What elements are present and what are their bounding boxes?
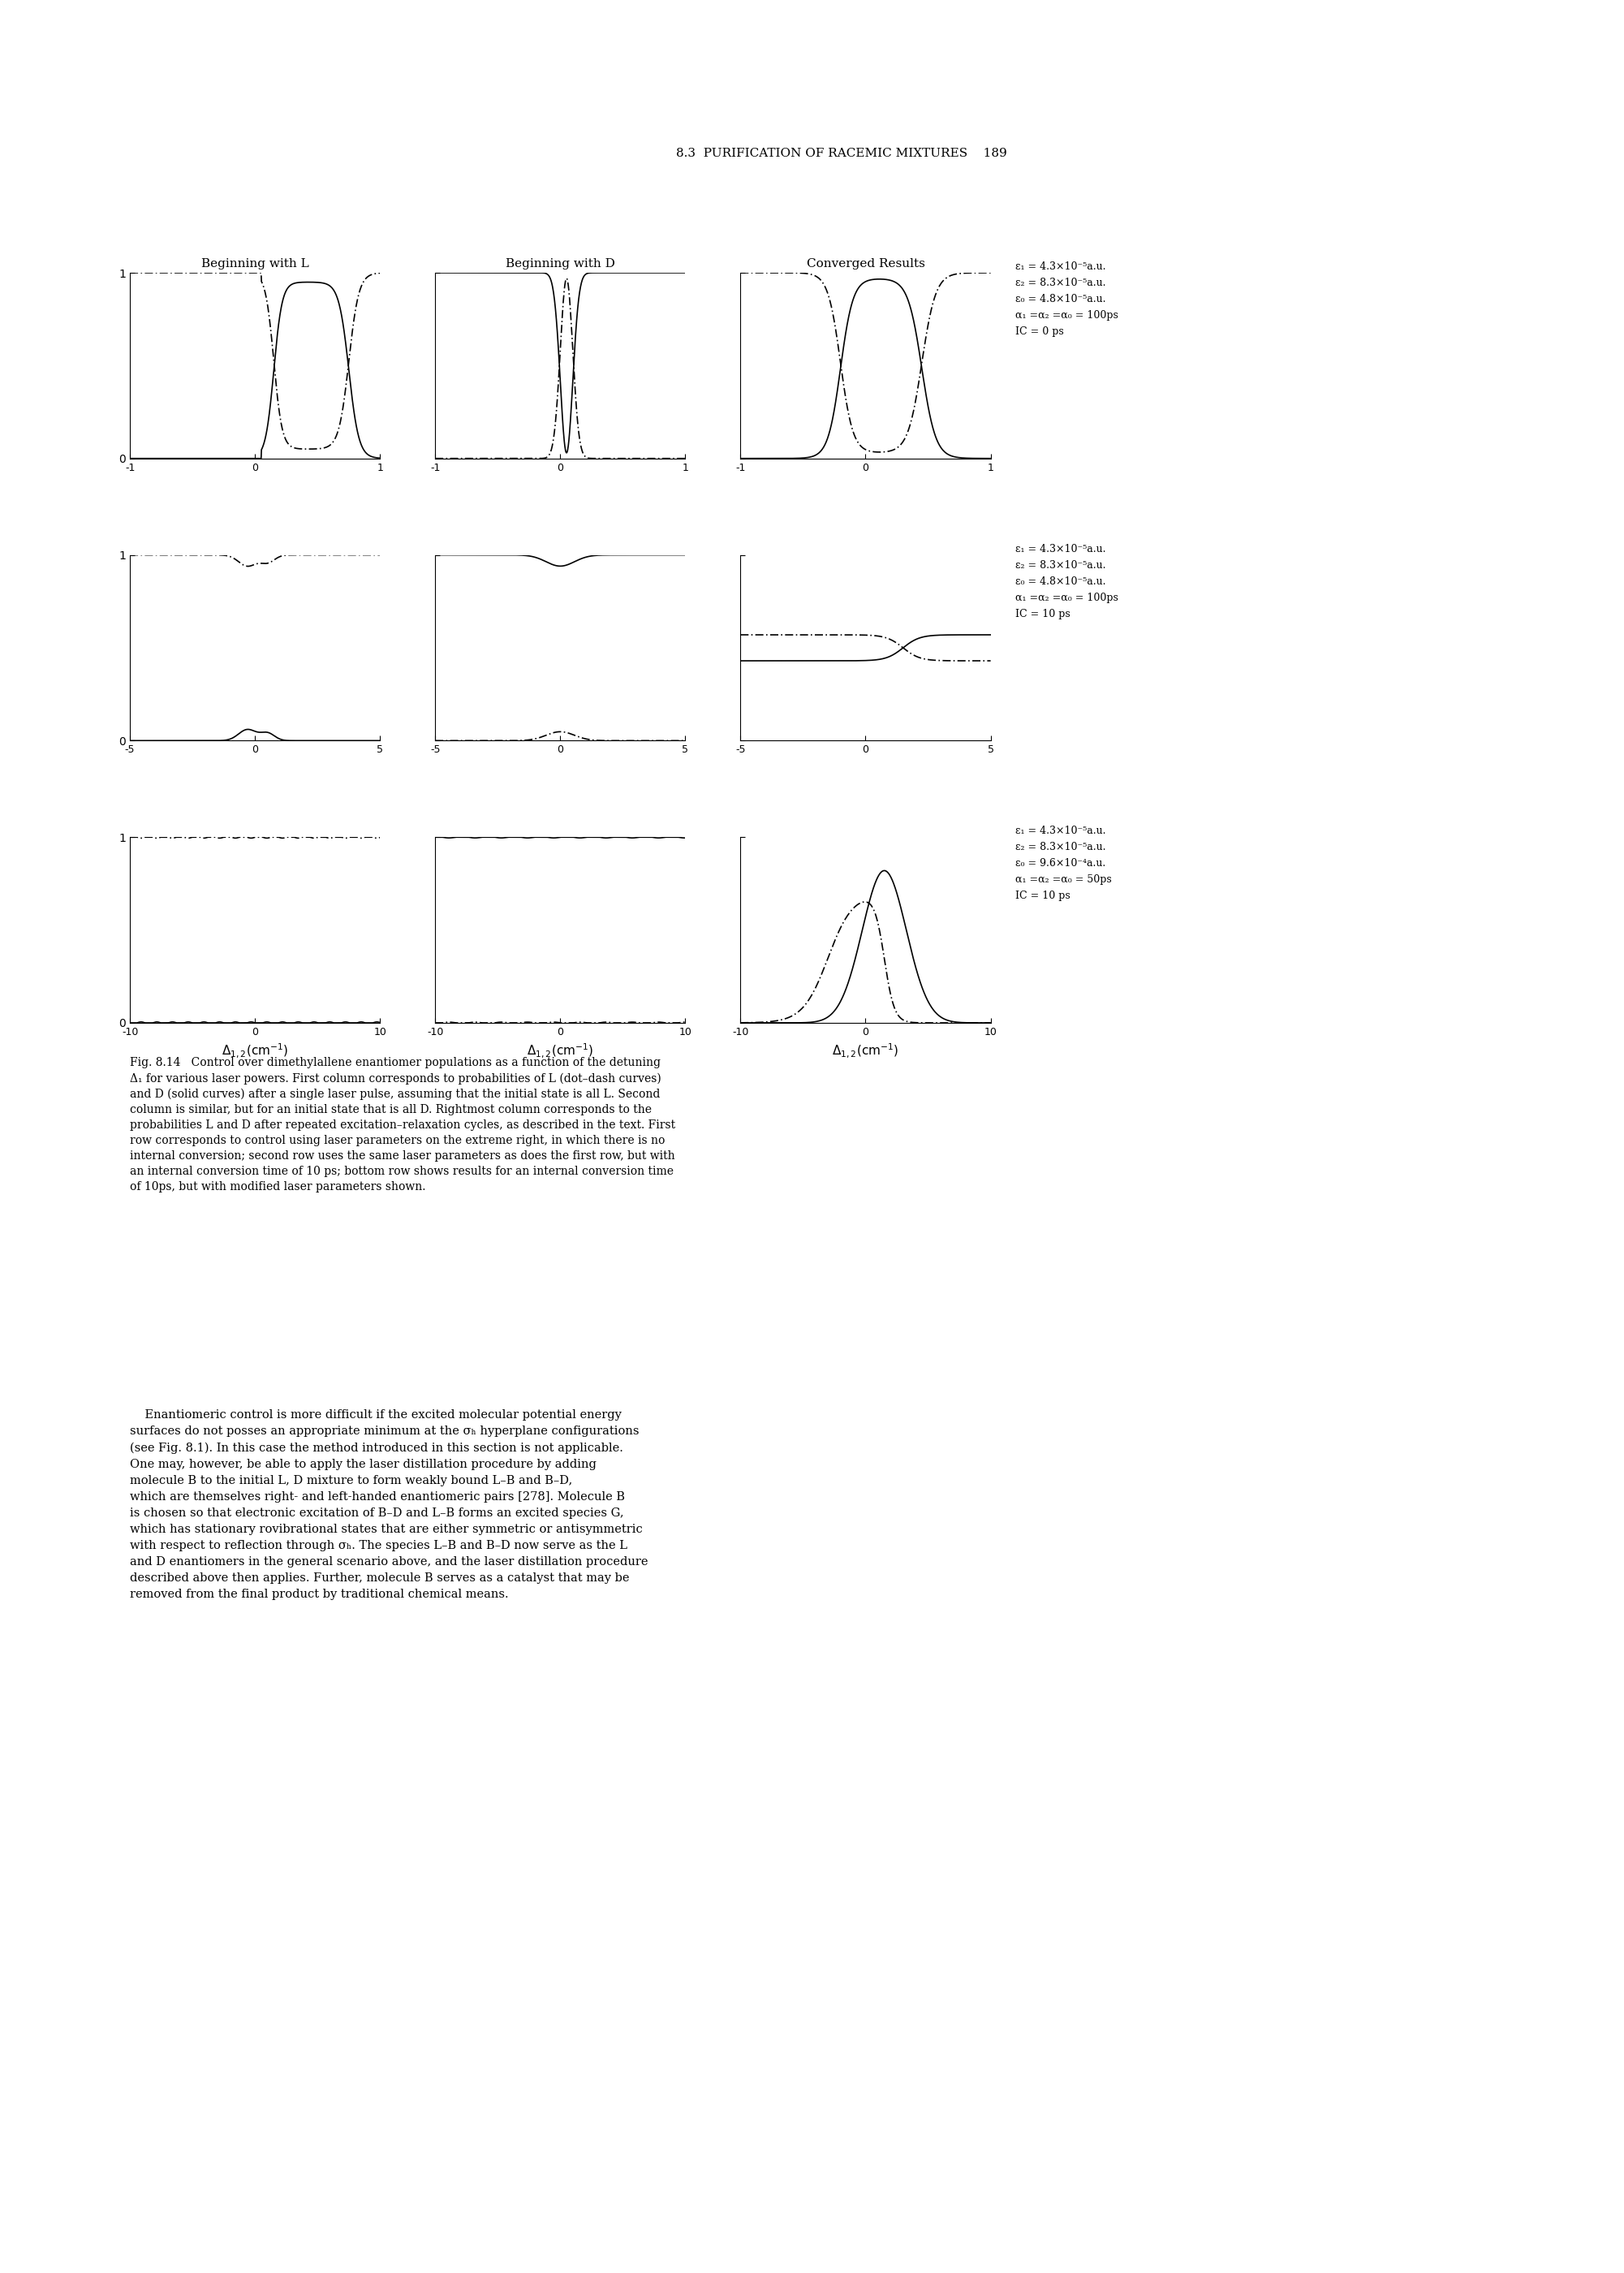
Text: Enantiomeric control is more difficult if the excited molecular potential energy: Enantiomeric control is more difficult i…: [130, 1409, 648, 1600]
X-axis label: $\Delta_{1,2}(\mathrm{cm}^{-1})$: $\Delta_{1,2}(\mathrm{cm}^{-1})$: [221, 1041, 289, 1059]
Title: Beginning with L: Beginning with L: [201, 259, 309, 270]
Text: ε₁ = 4.3×10⁻⁵a.u.
ε₂ = 8.3×10⁻⁵a.u.
ε₀ = 4.8×10⁻⁵a.u.
α₁ =α₂ =α₀ = 100ps
IC = 10: ε₁ = 4.3×10⁻⁵a.u. ε₂ = 8.3×10⁻⁵a.u. ε₀ =…: [1015, 543, 1117, 618]
Text: ε₁ = 4.3×10⁻⁵a.u.
ε₂ = 8.3×10⁻⁵a.u.
ε₀ = 4.8×10⁻⁵a.u.
α₁ =α₂ =α₀ = 100ps
IC = 0 : ε₁ = 4.3×10⁻⁵a.u. ε₂ = 8.3×10⁻⁵a.u. ε₀ =…: [1015, 261, 1117, 336]
Text: ε₁ = 4.3×10⁻⁵a.u.
ε₂ = 8.3×10⁻⁵a.u.
ε₀ = 9.6×10⁻⁴a.u.
α₁ =α₂ =α₀ = 50ps
IC = 10 : ε₁ = 4.3×10⁻⁵a.u. ε₂ = 8.3×10⁻⁵a.u. ε₀ =…: [1015, 825, 1111, 902]
X-axis label: $\Delta_{1,2}(\mathrm{cm}^{-1})$: $\Delta_{1,2}(\mathrm{cm}^{-1})$: [526, 1041, 594, 1059]
X-axis label: $\Delta_{1,2}(\mathrm{cm}^{-1})$: $\Delta_{1,2}(\mathrm{cm}^{-1})$: [831, 1041, 900, 1059]
Text: Fig. 8.14   Control over dimethylallene enantiomer populations as a function of : Fig. 8.14 Control over dimethylallene en…: [130, 1057, 676, 1193]
Title: Converged Results: Converged Results: [807, 259, 924, 270]
Title: Beginning with D: Beginning with D: [505, 259, 615, 270]
Text: 8.3  PURIFICATION OF RACEMIC MIXTURES    189: 8.3 PURIFICATION OF RACEMIC MIXTURES 189: [676, 148, 1007, 159]
